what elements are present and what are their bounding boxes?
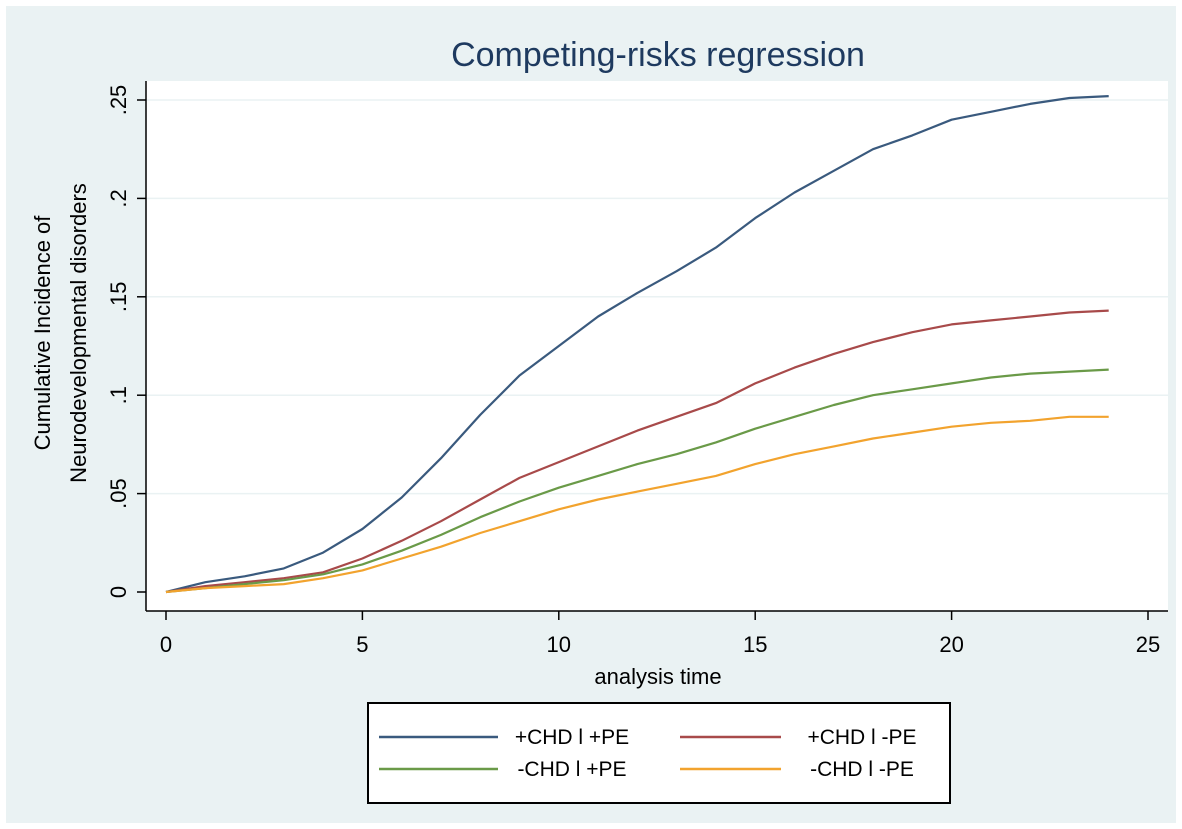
y-axis-title-line-2: Neurodevelopmental disorders [66,183,91,483]
x-tick-label: 20 [939,632,963,657]
series-lines [165,95,1109,594]
y-axis-title-line-1: Cumulative Incidence of [30,215,55,451]
competing-risks-chart: Competing-risks regression 0 5 10 15 20 25 0 .0… [30,36,1168,804]
y-tick-label: .15 [106,282,131,313]
plot-area [146,81,1168,611]
legend: +CHD l +PE +CHD l -PE -CHD l +PE -CHD l -PE [367,702,951,804]
series-line-3 [165,368,1109,594]
x-tick-label: 5 [356,632,368,657]
y-tick-label: .1 [106,386,131,404]
chart-frame: Competing-risks regression 0 5 10 15 20 25 0 .0… [6,6,1176,823]
legend-box [367,702,951,804]
chart-title: Competing-risks regression [451,36,865,74]
legend-label-3: -CHD l +PE [517,758,626,781]
x-tick-label: 15 [743,632,767,657]
series-line-4 [165,415,1109,594]
y-tick-label: .25 [106,85,131,116]
x-tick-label: 10 [547,632,571,657]
legend-label-4: -CHD l -PE [810,758,914,781]
legend-label-2: +CHD l -PE [807,726,916,749]
legend-label-1: +CHD l +PE [515,726,629,749]
axes [137,81,1168,620]
x-tick-label: 25 [1136,632,1160,657]
series-line-1 [165,95,1109,594]
tick-labels: 0 5 10 15 20 25 0 .05 .1 .15 .2 .25 [106,85,1160,657]
x-tick-label: 0 [160,632,172,657]
x-axis-title: analysis time [594,664,721,689]
y-tick-label: .2 [106,189,131,207]
y-tick-label: .05 [106,478,131,509]
gridlines [146,99,1168,495]
series-line-2 [165,309,1109,594]
y-tick-label: 0 [106,586,131,598]
